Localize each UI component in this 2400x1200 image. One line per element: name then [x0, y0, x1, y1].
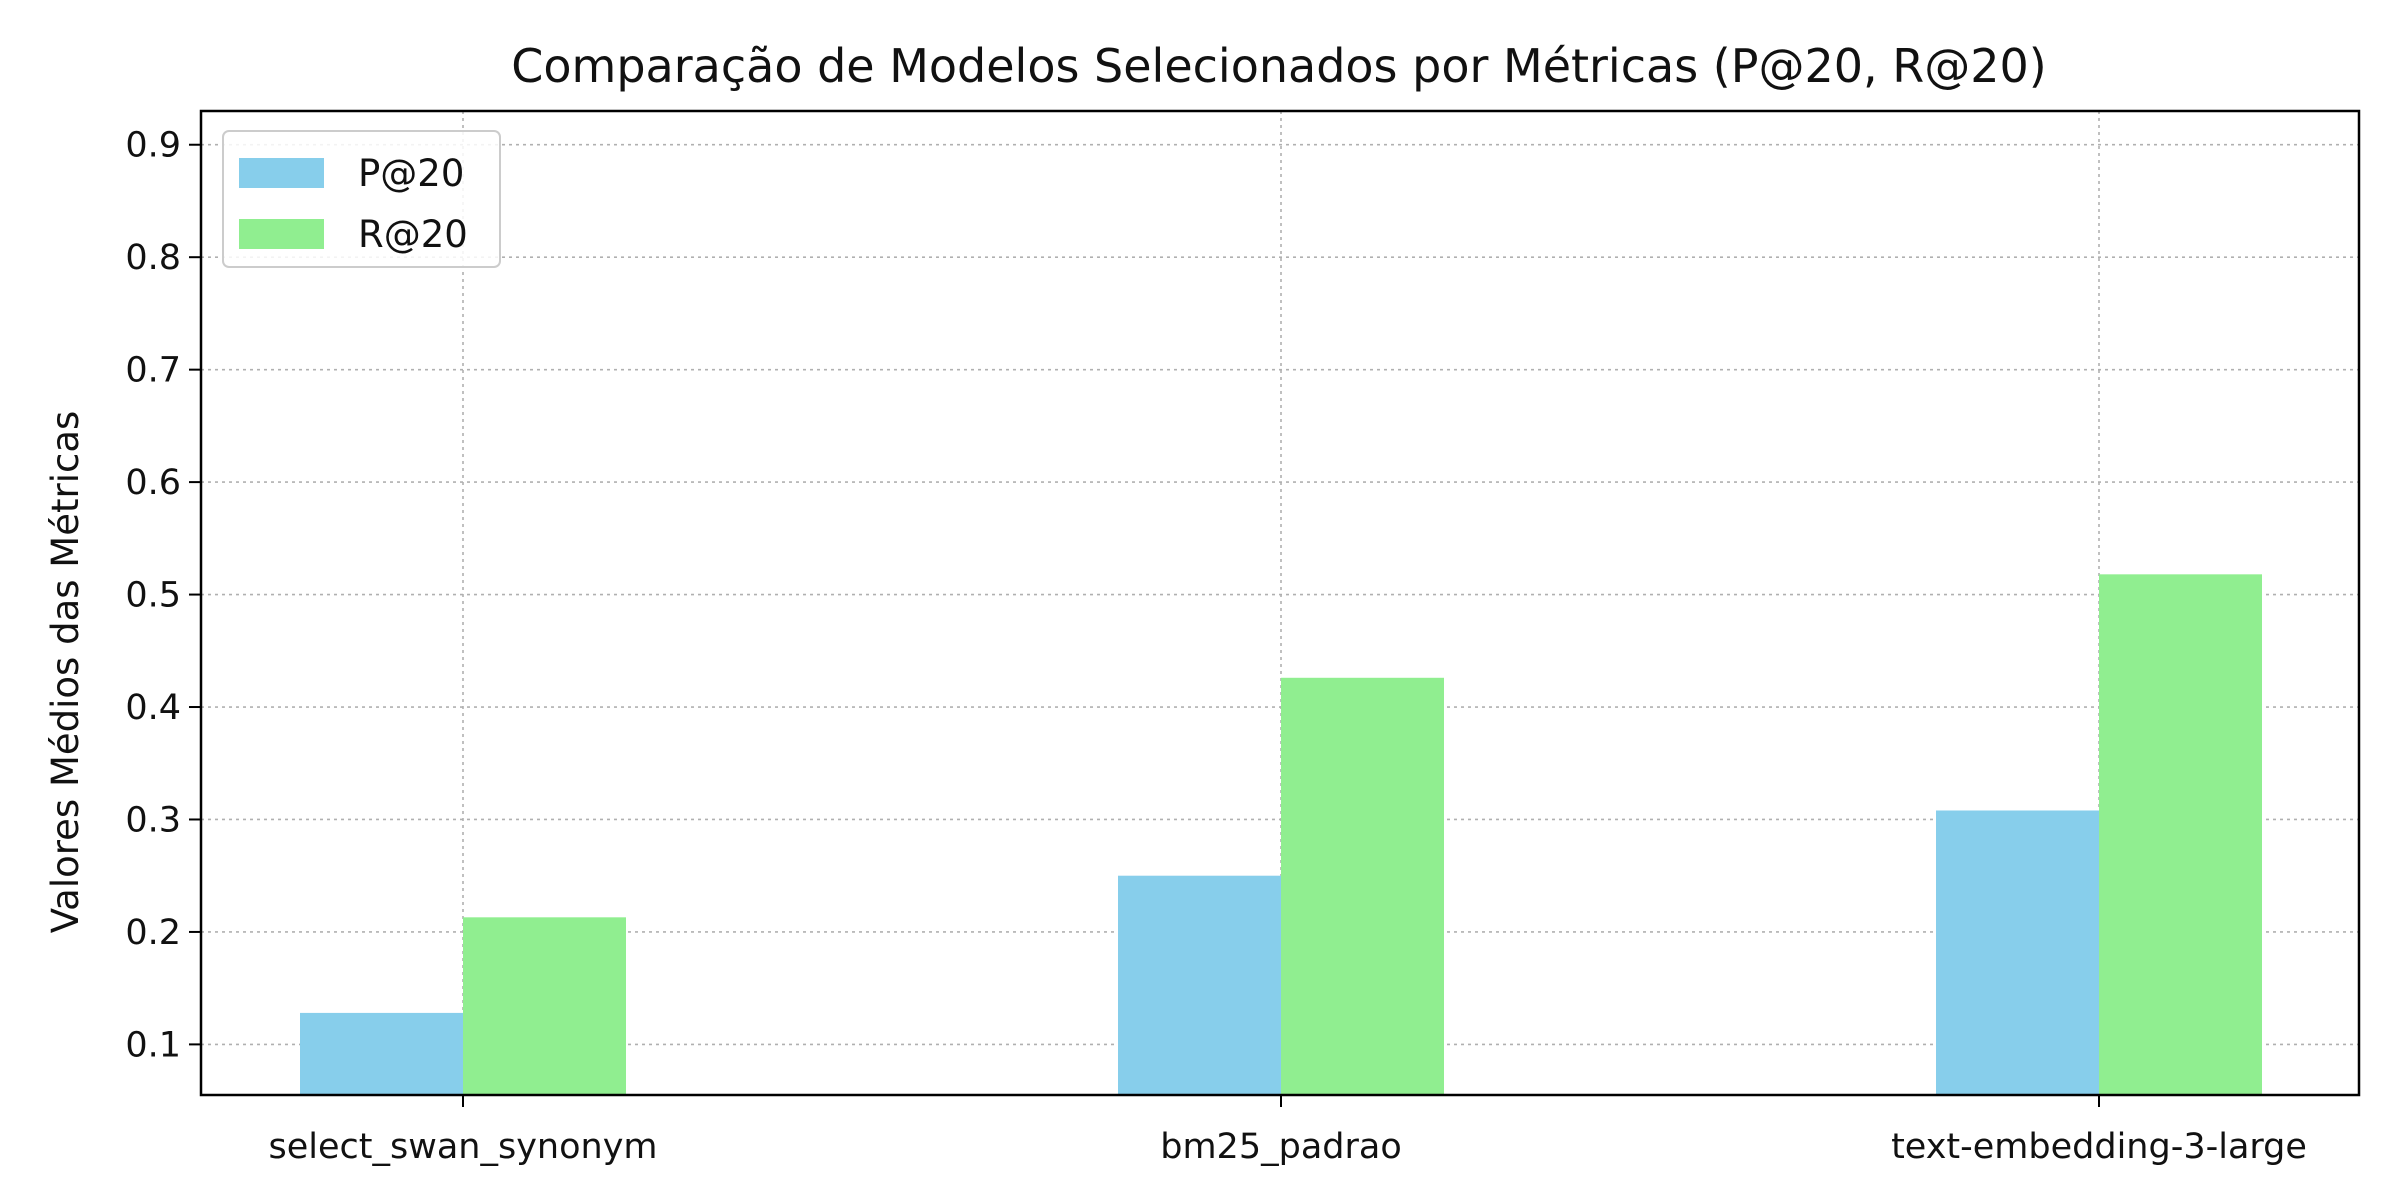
- x-tick-label: text-embedding-3-large: [1891, 1127, 2307, 1167]
- ticks-layer: 0.1 0.2 0.3 0.4 0.5 0.6 0.7 0.8 0.9 select_swan_s…: [125, 126, 2307, 1167]
- legend-label: P@20: [358, 152, 464, 195]
- legend-swatch: [239, 158, 324, 188]
- x-tick-label: select_swan_synonym: [268, 1127, 657, 1167]
- y-tick-label: 0.2: [125, 913, 181, 953]
- bar-R@20-select_swan_synonym: [463, 917, 626, 1095]
- legend: P@20 R@20: [222, 130, 501, 268]
- chart-title: Comparação de Modelos Selecionados por M…: [511, 39, 2046, 93]
- y-tick-label: 0.4: [125, 688, 181, 728]
- bar-R@20-text-embedding-3-large: [2099, 574, 2262, 1095]
- y-tick-label: 0.1: [125, 1025, 181, 1065]
- y-tick-label: 0.6: [125, 463, 181, 503]
- y-tick-label: 0.3: [125, 800, 181, 840]
- legend-swatch: [239, 219, 324, 249]
- y-tick-label: 0.5: [125, 576, 181, 616]
- y-axis-label: Valores Médios das Métricas: [44, 411, 87, 934]
- bar-R@20-bm25_padrao: [1281, 677, 1444, 1095]
- bar-P@20-select_swan_synonym: [300, 1012, 463, 1095]
- legend-label: R@20: [358, 213, 468, 256]
- y-tick-label: 0.9: [125, 126, 181, 166]
- bar-P@20-bm25_padrao: [1118, 875, 1281, 1095]
- bars-layer: [300, 574, 2262, 1095]
- x-tick-label: bm25_padrao: [1160, 1127, 1401, 1167]
- y-tick-label: 0.8: [125, 238, 181, 278]
- y-tick-label: 0.7: [125, 351, 181, 391]
- bar-P@20-text-embedding-3-large: [1936, 810, 2099, 1095]
